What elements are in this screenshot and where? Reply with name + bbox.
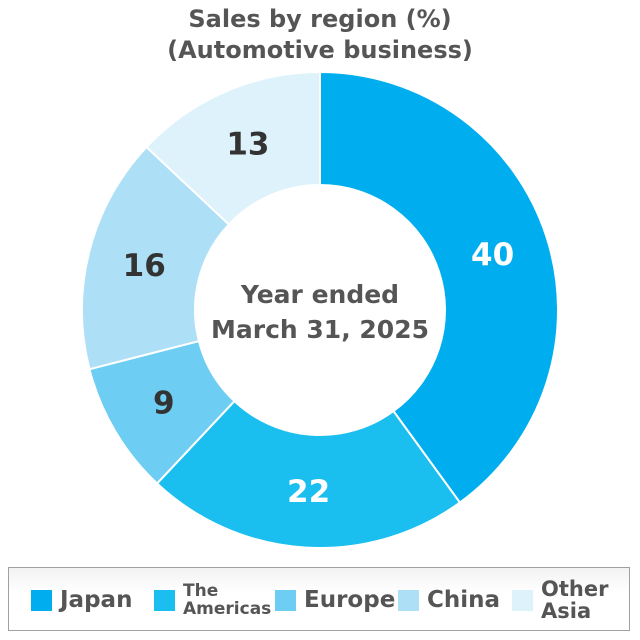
legend-label: China xyxy=(427,587,501,613)
chart-title: Sales by region (%) (Automotive business… xyxy=(0,4,640,66)
legend: Japan The Americas Europe China Other As… xyxy=(8,567,630,631)
legend-item-americas: The Americas xyxy=(154,568,271,632)
data-label: 9 xyxy=(153,385,175,421)
data-label: 13 xyxy=(226,126,269,162)
legend-swatch xyxy=(275,589,296,611)
slice-the-americas xyxy=(155,399,462,549)
data-label: 22 xyxy=(287,474,330,510)
slice-japan xyxy=(319,70,559,504)
legend-item-other-asia: Other Asia xyxy=(512,568,608,632)
legend-swatch xyxy=(512,589,533,611)
center-label-line-1: Year ended xyxy=(240,280,399,309)
legend-label: Europe xyxy=(304,587,396,613)
legend-label: Other Asia xyxy=(541,577,609,623)
slice-china xyxy=(81,145,231,371)
legend-swatch xyxy=(398,589,419,611)
legend-item-china: China xyxy=(398,568,500,632)
chart-title-line-1: Sales by region (%) xyxy=(188,5,452,33)
data-label: 16 xyxy=(123,248,166,284)
legend-label: Japan xyxy=(60,587,133,613)
legend-item-europe: Europe xyxy=(275,568,395,632)
chart-title-line-2: (Automotive business) xyxy=(167,36,473,64)
slice-other-asia xyxy=(145,70,321,226)
legend-swatch xyxy=(31,589,52,611)
legend-item-japan: Japan xyxy=(31,568,132,632)
legend-swatch xyxy=(154,589,175,611)
data-label: 40 xyxy=(471,237,514,273)
center-label-line-2: March 31, 2025 xyxy=(211,315,429,344)
legend-label: The Americas xyxy=(183,581,272,619)
